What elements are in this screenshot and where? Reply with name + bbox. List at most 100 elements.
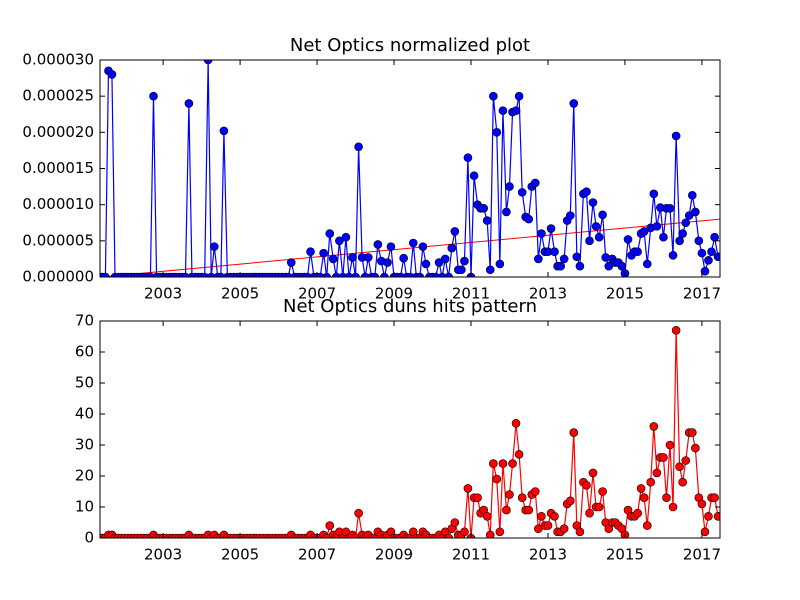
data-point bbox=[206, 272, 216, 277]
data-point bbox=[101, 272, 110, 277]
data-point bbox=[492, 474, 502, 484]
x-tick-label: 2013 bbox=[529, 546, 567, 564]
data-point bbox=[485, 265, 495, 275]
data-point bbox=[283, 272, 293, 277]
data-point bbox=[546, 224, 556, 233]
data-point bbox=[665, 203, 675, 213]
data-point bbox=[543, 521, 553, 530]
y-tick-label: 60 bbox=[75, 343, 94, 361]
data-point bbox=[530, 178, 540, 188]
data-point bbox=[203, 60, 213, 65]
data-point bbox=[694, 236, 704, 246]
y-tick-label: 0.000020 bbox=[22, 123, 94, 141]
data-point bbox=[450, 518, 460, 527]
y-tick-label: 0.000005 bbox=[22, 231, 94, 249]
y-tick-label: 50 bbox=[75, 374, 94, 392]
data-point bbox=[482, 511, 492, 521]
data-point bbox=[444, 533, 453, 538]
data-point bbox=[524, 505, 534, 515]
data-point bbox=[517, 493, 527, 503]
data-point bbox=[585, 508, 594, 518]
data-point bbox=[463, 153, 473, 162]
data-point bbox=[463, 484, 473, 493]
data-point bbox=[286, 258, 296, 267]
data-point bbox=[713, 252, 720, 262]
data-point bbox=[421, 259, 431, 269]
data-point bbox=[303, 272, 312, 277]
data-point bbox=[659, 453, 668, 462]
data-point bbox=[383, 258, 392, 267]
data-point bbox=[691, 207, 700, 217]
data-point bbox=[671, 131, 681, 141]
data-point bbox=[585, 236, 594, 246]
data-point bbox=[315, 272, 325, 277]
data-point bbox=[550, 511, 559, 521]
data-point bbox=[659, 232, 668, 242]
data-point bbox=[678, 229, 687, 238]
data-point bbox=[363, 253, 373, 262]
data-point bbox=[700, 527, 710, 537]
data-point bbox=[460, 527, 469, 537]
y-tick-label: 0 bbox=[84, 529, 94, 547]
x-tick-label: 2005 bbox=[221, 546, 259, 564]
data-point bbox=[495, 259, 505, 269]
data-point bbox=[675, 236, 684, 246]
data-point bbox=[681, 218, 691, 228]
data-point bbox=[505, 490, 514, 499]
data-point bbox=[687, 428, 697, 437]
data-point bbox=[511, 418, 521, 428]
data-point bbox=[594, 232, 604, 242]
data-point bbox=[636, 484, 646, 493]
data-point bbox=[681, 456, 691, 465]
data-point bbox=[588, 198, 598, 207]
data-point bbox=[713, 512, 720, 521]
data-point bbox=[582, 187, 591, 196]
y-tick-label: 30 bbox=[75, 436, 94, 454]
data-point bbox=[360, 272, 370, 277]
data-point bbox=[569, 428, 579, 437]
data-point bbox=[559, 254, 569, 264]
data-point bbox=[440, 254, 450, 264]
x-tick-label: 2011 bbox=[452, 546, 490, 564]
data-point bbox=[482, 216, 492, 225]
data-point bbox=[469, 171, 479, 181]
y-tick-label: 10 bbox=[75, 498, 94, 516]
data-point bbox=[559, 524, 569, 534]
data-point bbox=[582, 480, 591, 490]
data-point bbox=[639, 493, 649, 503]
data-point bbox=[649, 189, 659, 199]
data-point bbox=[444, 272, 453, 277]
y-tick-label: 20 bbox=[75, 467, 94, 485]
x-tick-label: 2013 bbox=[529, 285, 567, 303]
data-point bbox=[710, 232, 719, 242]
data-point bbox=[646, 477, 656, 487]
data-point bbox=[633, 247, 642, 256]
data-point bbox=[530, 487, 540, 496]
data-point bbox=[322, 272, 331, 277]
x-tick-label: 2015 bbox=[606, 285, 644, 303]
data-point bbox=[181, 272, 190, 277]
data-point bbox=[623, 235, 633, 244]
data-point bbox=[450, 227, 460, 236]
data-point bbox=[697, 499, 707, 509]
data-point bbox=[210, 242, 219, 251]
data-point bbox=[671, 325, 681, 335]
data-point bbox=[473, 493, 482, 503]
data-point bbox=[322, 533, 331, 538]
data-point bbox=[437, 272, 447, 277]
data-point bbox=[700, 266, 710, 276]
data-point bbox=[572, 252, 582, 262]
data-point bbox=[675, 462, 684, 472]
data-point bbox=[219, 126, 229, 136]
data-point bbox=[598, 487, 607, 496]
y-tick-label: 0.000010 bbox=[22, 195, 94, 213]
data-point bbox=[707, 247, 716, 256]
data-point bbox=[575, 261, 585, 271]
data-point bbox=[502, 505, 511, 515]
data-point bbox=[348, 253, 357, 262]
data-point bbox=[550, 247, 559, 256]
data-point bbox=[325, 521, 335, 530]
data-point bbox=[418, 242, 428, 251]
